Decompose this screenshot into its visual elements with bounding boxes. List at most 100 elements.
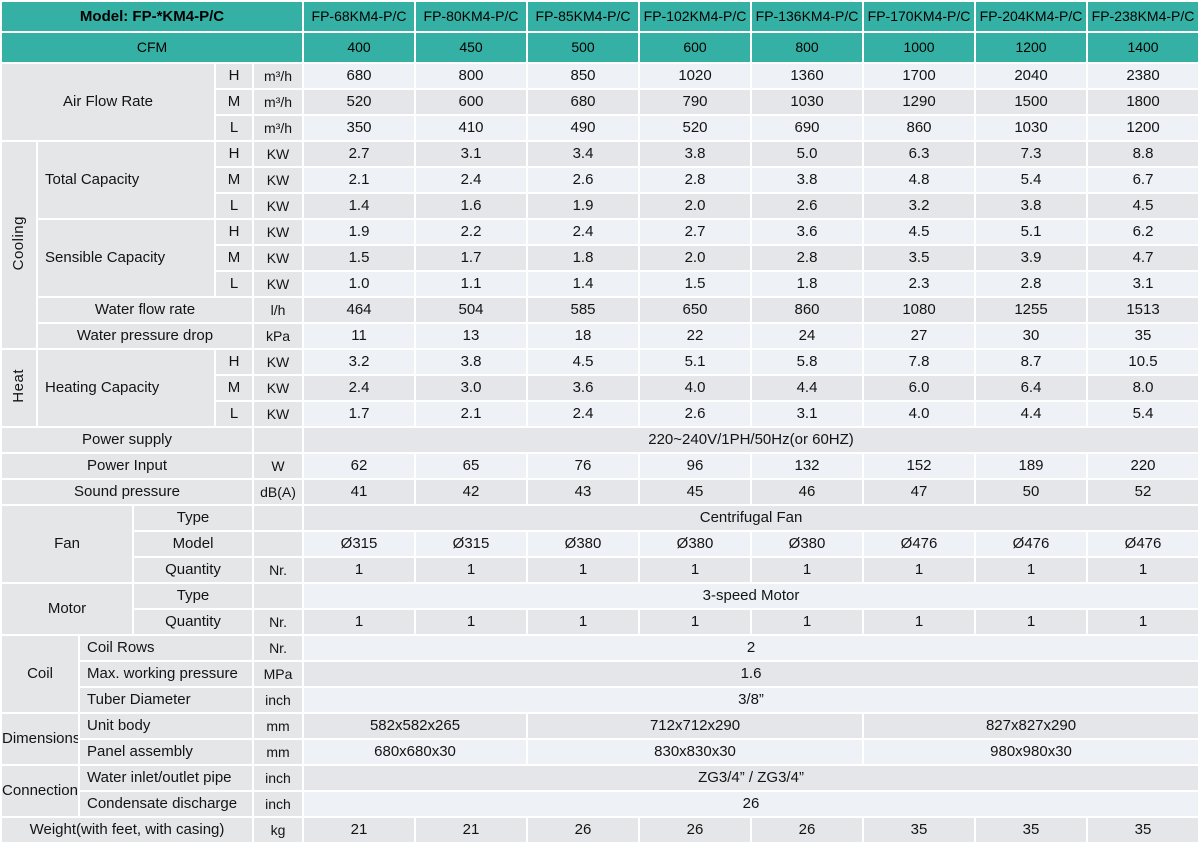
row-label-motor-type: Type xyxy=(134,584,252,608)
data-cell: 4.4 xyxy=(976,402,1087,426)
unit-cell: m³/h xyxy=(254,116,303,140)
model-column-header: FP-170KM4-P/C xyxy=(864,2,975,31)
unit-cell: KW xyxy=(254,272,303,296)
group-label-cooling-text: Cooling xyxy=(10,215,28,271)
data-cell: 3.2 xyxy=(864,194,975,218)
data-cell: 1 xyxy=(416,610,527,634)
data-cell: 6.3 xyxy=(864,142,975,166)
row-label-sensible-capacity: Sensible Capacity xyxy=(38,220,214,296)
value-cell-panel-assembly: 680x680x30 xyxy=(304,740,527,764)
data-cell: 11 xyxy=(304,324,415,348)
data-cell: 2.3 xyxy=(864,272,975,296)
data-cell: 650 xyxy=(640,298,751,322)
data-cell: 26 xyxy=(752,818,863,842)
data-cell: 2.6 xyxy=(528,168,639,192)
speed-label-cell: H xyxy=(216,64,252,88)
value-cell-tuber-diameter: 3/8” xyxy=(304,688,1199,712)
value-cell-condensate-discharge: 26 xyxy=(304,792,1199,816)
data-cell: 1080 xyxy=(864,298,975,322)
data-cell: 464 xyxy=(304,298,415,322)
row-label-power-supply: Power supply xyxy=(2,428,252,452)
data-cell: 1360 xyxy=(752,64,863,88)
data-cell: 1 xyxy=(304,558,415,582)
data-cell: 1.9 xyxy=(304,220,415,244)
data-cell: 1030 xyxy=(752,90,863,114)
data-cell: 50 xyxy=(976,480,1087,504)
row-label-total-capacity: Total Capacity xyxy=(38,142,214,218)
cfm-value-cell: 1200 xyxy=(976,33,1087,62)
speed-label-cell: L xyxy=(216,194,252,218)
speed-label-cell: H xyxy=(216,350,252,374)
data-cell: 850 xyxy=(528,64,639,88)
data-cell: 4.8 xyxy=(864,168,975,192)
unit-cell: l/h xyxy=(254,298,303,322)
data-cell: 520 xyxy=(304,90,415,114)
data-cell: Ø315 xyxy=(416,532,527,556)
data-cell: 5.1 xyxy=(976,220,1087,244)
data-cell: 1 xyxy=(976,610,1087,634)
data-cell: 5.0 xyxy=(752,142,863,166)
data-cell: 4.5 xyxy=(864,220,975,244)
data-cell: 1.0 xyxy=(304,272,415,296)
data-cell: 1 xyxy=(640,558,751,582)
data-cell: Ø476 xyxy=(976,532,1087,556)
data-cell: 490 xyxy=(528,116,639,140)
data-cell: 24 xyxy=(752,324,863,348)
data-cell: 3.1 xyxy=(416,142,527,166)
data-cell: 2.8 xyxy=(752,246,863,270)
data-cell: 2.0 xyxy=(640,246,751,270)
unit-cell: KW xyxy=(254,142,303,166)
data-cell: 2.4 xyxy=(416,168,527,192)
data-cell: 504 xyxy=(416,298,527,322)
speed-label-cell: M xyxy=(216,90,252,114)
data-cell: 7.3 xyxy=(976,142,1087,166)
data-cell: 1 xyxy=(304,610,415,634)
data-cell: 3.5 xyxy=(864,246,975,270)
data-cell: 8.7 xyxy=(976,350,1087,374)
unit-cell: KW xyxy=(254,220,303,244)
data-cell: 6.4 xyxy=(976,376,1087,400)
speed-label-cell: L xyxy=(216,402,252,426)
data-cell: 45 xyxy=(640,480,751,504)
unit-cell: inch xyxy=(254,792,303,816)
value-cell-panel-assembly: 980x980x30 xyxy=(864,740,1199,764)
data-cell: 3.6 xyxy=(528,376,639,400)
data-cell: 680 xyxy=(528,90,639,114)
speed-label-cell: M xyxy=(216,168,252,192)
data-cell: 3.8 xyxy=(416,350,527,374)
unit-cell: KW xyxy=(254,246,303,270)
data-cell: 1.5 xyxy=(640,272,751,296)
unit-cell xyxy=(254,428,303,452)
data-cell: 1.8 xyxy=(528,246,639,270)
data-cell: 3.0 xyxy=(416,376,527,400)
unit-cell xyxy=(254,532,303,556)
data-cell: 1.8 xyxy=(752,272,863,296)
data-cell: 790 xyxy=(640,90,751,114)
data-cell: 62 xyxy=(304,454,415,478)
unit-cell: W xyxy=(254,454,303,478)
data-cell: 1800 xyxy=(1088,90,1199,114)
row-label-coil-rows: Coil Rows xyxy=(80,636,252,660)
data-cell: 1513 xyxy=(1088,298,1199,322)
group-label-dimensions: Dimensions xyxy=(2,714,78,764)
data-cell: Ø476 xyxy=(1088,532,1199,556)
data-cell: 2.8 xyxy=(976,272,1087,296)
data-cell: 3.6 xyxy=(752,220,863,244)
data-cell: 1500 xyxy=(976,90,1087,114)
data-cell: 4.0 xyxy=(640,376,751,400)
row-label-water-flow-rate: Water flow rate xyxy=(38,298,252,322)
data-cell: 47 xyxy=(864,480,975,504)
data-cell: 1200 xyxy=(1088,116,1199,140)
data-cell: 35 xyxy=(1088,818,1199,842)
data-cell: 1 xyxy=(752,610,863,634)
data-cell: 42 xyxy=(416,480,527,504)
data-cell: 4.5 xyxy=(1088,194,1199,218)
data-cell: 18 xyxy=(528,324,639,348)
data-cell: Ø380 xyxy=(752,532,863,556)
data-cell: 2040 xyxy=(976,64,1087,88)
data-cell: 680 xyxy=(304,64,415,88)
group-label-motor: Motor xyxy=(2,584,132,634)
data-cell: 26 xyxy=(528,818,639,842)
